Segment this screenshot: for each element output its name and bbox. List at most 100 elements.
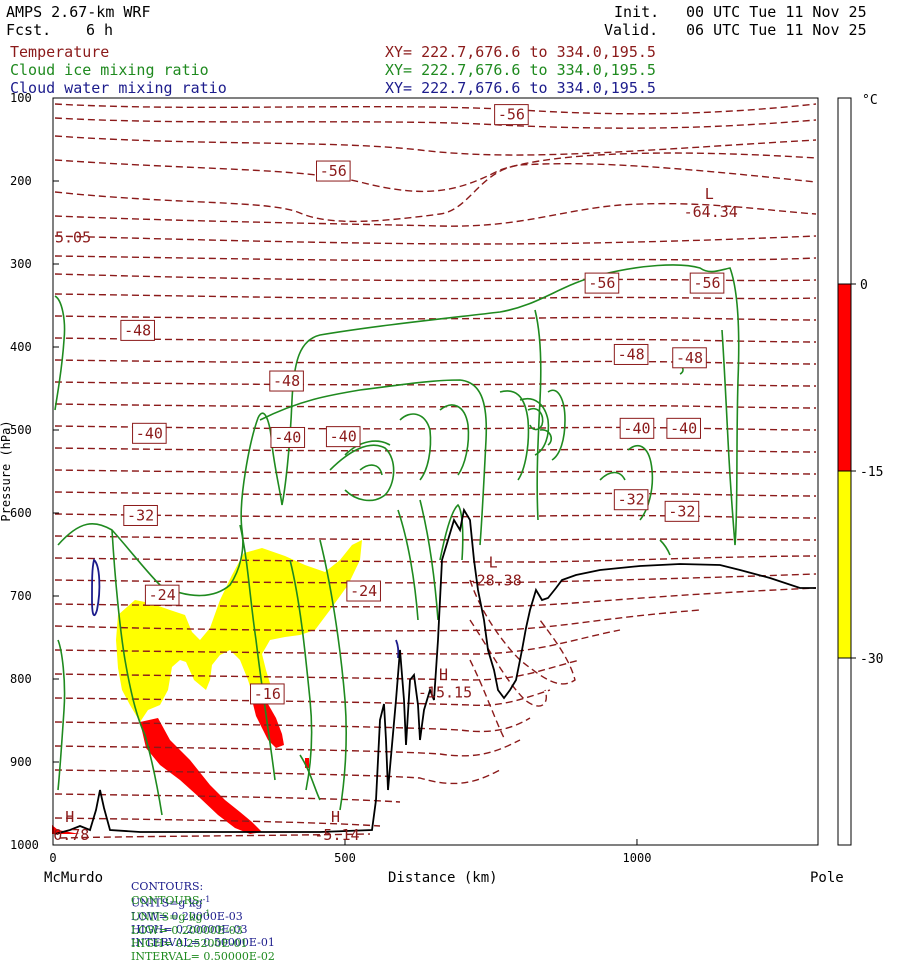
colorbar-tick-label: -15 — [860, 465, 883, 480]
temperature-label-text: -32 — [618, 491, 645, 509]
y-tick-label: 400 — [10, 340, 32, 354]
extremum-value: -64.34 — [684, 203, 738, 221]
cloud-water-contours — [91, 558, 400, 659]
temperature-label-box — [584, 272, 620, 294]
colorbar-band-yellow — [838, 471, 851, 658]
temperature-label-text: -56 — [588, 274, 615, 292]
y-tick-label: 800 — [10, 672, 32, 686]
extremum-low: L-28.38 — [468, 553, 522, 589]
init-label: Init. — [614, 3, 660, 21]
y-tick-label: 500 — [10, 423, 32, 437]
x-tick-label: 0 — [49, 851, 56, 865]
footer-ice-low: LOW= 0.20000E-03 — [131, 923, 243, 937]
temperature-label-box — [250, 683, 285, 705]
footer-ice-prefix: CONTOURS: — [131, 894, 204, 907]
extremum-high: H0.78 — [53, 808, 89, 844]
temperature-label: -40 — [270, 426, 306, 448]
temperature-label-box — [123, 504, 158, 526]
extremum-low: L-64.34 — [684, 185, 738, 221]
field-cloud-ice-xy: XY= 222.7,676.6 to 334.0,195.5 — [385, 61, 656, 79]
extremum-value: -5.14 — [314, 826, 359, 844]
temperature-label: -48 — [269, 370, 304, 392]
temperature-label-text: -40 — [136, 424, 163, 442]
extremum-value: -28.38 — [468, 571, 522, 589]
temperature-label-text: -48 — [618, 345, 645, 363]
temperature-label-text: -24 — [149, 586, 176, 604]
x-tick-label: 1000 — [623, 851, 652, 865]
temperature-label-text: -40 — [670, 419, 697, 437]
field-temperature-name: Temperature — [10, 43, 110, 61]
temperature-label-text: -32 — [668, 502, 695, 520]
temperature-label: -40 — [325, 426, 361, 448]
colorbar-band-red — [838, 284, 851, 471]
footer-ice-high: HIGH= 0.25200E-01 — [131, 936, 248, 950]
extremum-type: H — [439, 665, 448, 683]
temperature-label: -56 — [316, 160, 351, 182]
y-tick-label: 700 — [10, 589, 32, 603]
axis-ticks: 100 200 300 400 500 600 700 800 900 1000 0 500 1000 — [10, 91, 651, 865]
endpoint-left: McMurdo — [44, 870, 103, 886]
extremum-value: 0.78 — [53, 826, 89, 844]
extremum-value: -15.15 — [418, 683, 472, 701]
temperature-label-box — [325, 426, 361, 448]
temperature-label-box — [613, 489, 649, 511]
temperature-label-text: -48 — [124, 321, 151, 339]
temperature-label-box — [132, 422, 167, 444]
colorbar-tick-label: 0 — [860, 278, 868, 293]
endpoint-right: Pole — [810, 870, 844, 886]
field-cloud-water-xy: XY= 222.7,676.6 to 334.0,195.5 — [385, 79, 656, 97]
temperature-label-text: -40 — [274, 428, 301, 446]
temperature-label-text: -56 — [320, 162, 347, 180]
temperature-label-box — [270, 426, 306, 448]
temperature-label: -40 — [666, 417, 701, 439]
temperature-label-box — [619, 417, 655, 439]
temperature-label: -24 — [144, 584, 180, 606]
valid-label: Valid. — [604, 21, 659, 39]
colorbar: °C 0 -15 -30 — [837, 93, 883, 846]
valid-value: 06 UTC Tue 11 Nov 25 — [686, 21, 867, 39]
temperature-label: -48 — [613, 343, 649, 365]
footer-water-prefix: CONTOURS: — [131, 880, 204, 893]
temperature-label: -48 — [672, 347, 707, 369]
temperature-label-text: -56 — [693, 274, 720, 292]
edge-label: 5.05 — [55, 229, 91, 247]
temperature-label-box — [316, 160, 351, 182]
temperature-label-box — [666, 417, 701, 439]
plot-border — [52, 97, 819, 846]
cloud-ice-contours — [54, 264, 740, 816]
shading-yellow — [116, 540, 362, 722]
temperature-label: -32 — [123, 504, 158, 526]
y-axis-label: Pressure (hPa) — [0, 420, 13, 521]
field-temperature-xy: XY= 222.7,676.6 to 334.0,195.5 — [385, 43, 656, 61]
temperature-label-text: -40 — [623, 419, 650, 437]
footer-ice-interval: INTERVAL= 0.50000E-02 — [131, 949, 275, 963]
extremum-type: L — [489, 553, 498, 571]
temperature-label-box — [346, 580, 381, 602]
x-tick-label: 500 — [334, 851, 356, 865]
extremum-high: H-5.14 — [314, 808, 359, 844]
temperature-label: -56 — [494, 104, 529, 126]
forecast-value: 6 h — [86, 21, 114, 39]
y-tick-label: 1000 — [10, 838, 39, 852]
init-value: 00 UTC Tue 11 Nov 25 — [686, 3, 867, 21]
footer-ice-exp: -1 — [202, 909, 211, 918]
temperature-label: -32 — [613, 489, 649, 511]
temperature-label-text: -48 — [273, 372, 300, 390]
temperature-label-box — [672, 347, 707, 369]
temperature-label: -48 — [120, 319, 155, 341]
colorbar-tick-label: -30 — [860, 652, 883, 667]
y-tick-label: 100 — [10, 91, 32, 105]
footer-ice-units: UNITS=g kg — [131, 910, 203, 924]
temperature-label-text: -56 — [498, 106, 525, 124]
temperature-label-box — [269, 370, 304, 392]
temperature-label-box — [613, 343, 649, 365]
field-cloud-ice-name: Cloud ice mixing ratio — [10, 61, 209, 79]
field-cloud-water-name: Cloud water mixing ratio — [10, 79, 227, 97]
temperature-label: -32 — [664, 500, 700, 522]
terrain-profile — [54, 507, 816, 835]
y-tick-label: 300 — [10, 257, 32, 271]
extremum-type: L — [705, 185, 714, 203]
temperature-label: -16 — [250, 683, 285, 705]
